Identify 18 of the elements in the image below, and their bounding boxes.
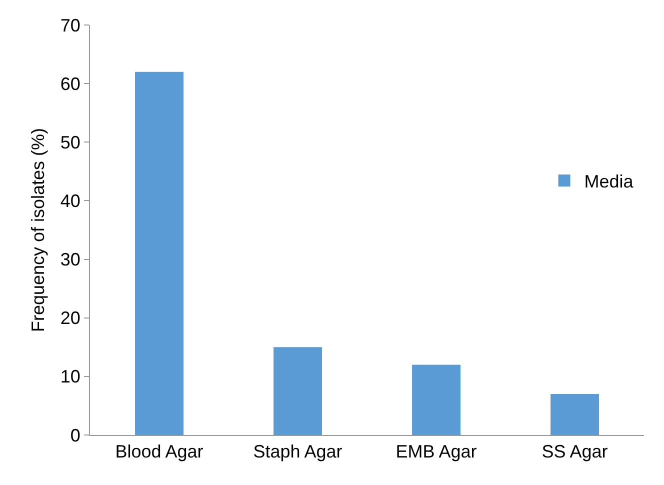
bar xyxy=(550,394,599,435)
x-tick-label: SS Agar xyxy=(542,442,608,462)
y-axis-title: Frequency of isolates (%) xyxy=(28,128,48,332)
y-tick-label: 40 xyxy=(60,191,80,212)
bar xyxy=(274,347,322,435)
y-tick-label: 70 xyxy=(60,15,80,36)
y-tick-label: 60 xyxy=(60,74,80,94)
y-tick-label: 10 xyxy=(60,366,80,387)
x-tick-label: EMB Agar xyxy=(396,442,477,462)
bar xyxy=(412,364,460,435)
legend-label: Media xyxy=(584,172,634,192)
x-tick-label: Staph Agar xyxy=(253,442,342,462)
y-tick-label: 20 xyxy=(60,308,80,328)
bar xyxy=(135,72,184,435)
y-tick-label: 50 xyxy=(60,132,80,152)
x-tick-label: Blood Agar xyxy=(115,442,204,462)
y-tick-label: 30 xyxy=(60,250,80,270)
y-tick-label: 0 xyxy=(70,425,80,446)
